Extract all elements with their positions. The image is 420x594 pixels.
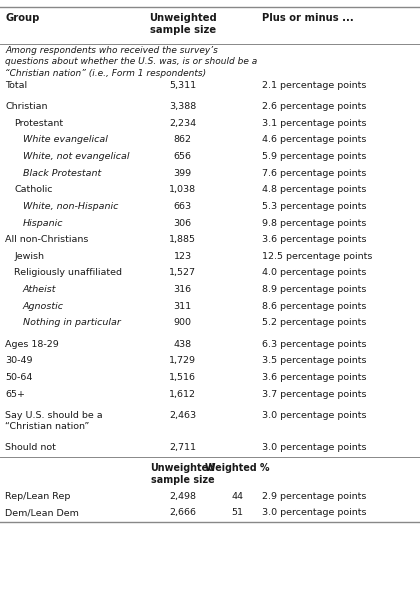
Text: 30-49: 30-49 <box>5 356 32 365</box>
Text: 2,711: 2,711 <box>169 443 196 452</box>
Text: 311: 311 <box>173 302 192 311</box>
Text: 9.8 percentage points: 9.8 percentage points <box>262 219 367 228</box>
Text: 2,234: 2,234 <box>169 119 196 128</box>
Text: 5.2 percentage points: 5.2 percentage points <box>262 318 367 327</box>
Text: White, not evangelical: White, not evangelical <box>23 152 129 161</box>
Text: 2,463: 2,463 <box>169 411 196 420</box>
Text: Group: Group <box>5 13 39 23</box>
Text: 8.9 percentage points: 8.9 percentage points <box>262 285 367 294</box>
Text: 4.6 percentage points: 4.6 percentage points <box>262 135 367 144</box>
Text: Plus or minus ...: Plus or minus ... <box>262 13 354 23</box>
Text: 1,612: 1,612 <box>169 390 196 399</box>
Text: 3.0 percentage points: 3.0 percentage points <box>262 508 367 517</box>
Text: 4.0 percentage points: 4.0 percentage points <box>262 268 367 277</box>
Text: 50-64: 50-64 <box>5 373 32 382</box>
Text: 2,666: 2,666 <box>169 508 196 517</box>
Text: 65+: 65+ <box>5 390 25 399</box>
Text: Unweighted
sample size: Unweighted sample size <box>149 13 217 35</box>
Text: 1,885: 1,885 <box>169 235 196 244</box>
Text: 6.3 percentage points: 6.3 percentage points <box>262 340 367 349</box>
Text: Black Protestant: Black Protestant <box>23 169 101 178</box>
Text: Nothing in particular: Nothing in particular <box>23 318 121 327</box>
Text: Agnostic: Agnostic <box>23 302 64 311</box>
Text: 1,516: 1,516 <box>169 373 196 382</box>
Text: 663: 663 <box>173 202 192 211</box>
Text: All non-Christians: All non-Christians <box>5 235 89 244</box>
Text: 2.1 percentage points: 2.1 percentage points <box>262 81 367 90</box>
Text: Should not: Should not <box>5 443 56 452</box>
Text: 2,498: 2,498 <box>169 492 196 501</box>
Text: Total: Total <box>5 81 27 90</box>
Text: Christian: Christian <box>5 102 47 111</box>
Text: Among respondents who received the survey’s
questions about whether the U.S. was: Among respondents who received the surve… <box>5 46 257 78</box>
Text: 44: 44 <box>231 492 243 501</box>
Text: Jewish: Jewish <box>14 252 44 261</box>
Text: Dem/Lean Dem: Dem/Lean Dem <box>5 508 79 517</box>
Text: 12.5 percentage points: 12.5 percentage points <box>262 252 373 261</box>
Text: Protestant: Protestant <box>14 119 63 128</box>
Text: Rep/Lean Rep: Rep/Lean Rep <box>5 492 71 501</box>
Text: 3.1 percentage points: 3.1 percentage points <box>262 119 367 128</box>
Text: Weighted %: Weighted % <box>205 463 270 473</box>
Text: 3.5 percentage points: 3.5 percentage points <box>262 356 367 365</box>
Text: 5.9 percentage points: 5.9 percentage points <box>262 152 367 161</box>
Text: White evangelical: White evangelical <box>23 135 108 144</box>
Text: 1,038: 1,038 <box>169 185 196 194</box>
Text: 3.6 percentage points: 3.6 percentage points <box>262 373 367 382</box>
Text: Hispanic: Hispanic <box>23 219 63 228</box>
Text: 1,729: 1,729 <box>169 356 196 365</box>
Text: 1,527: 1,527 <box>169 268 196 277</box>
Text: 3.0 percentage points: 3.0 percentage points <box>262 411 367 420</box>
Text: 862: 862 <box>174 135 192 144</box>
Text: 8.6 percentage points: 8.6 percentage points <box>262 302 367 311</box>
Text: 2.9 percentage points: 2.9 percentage points <box>262 492 367 501</box>
Text: 306: 306 <box>173 219 192 228</box>
Text: Say U.S. should be a
“Christian nation”: Say U.S. should be a “Christian nation” <box>5 411 102 431</box>
Text: Ages 18-29: Ages 18-29 <box>5 340 59 349</box>
Text: 3.6 percentage points: 3.6 percentage points <box>262 235 367 244</box>
Text: 5.3 percentage points: 5.3 percentage points <box>262 202 367 211</box>
Text: 123: 123 <box>173 252 192 261</box>
Text: Catholic: Catholic <box>14 185 53 194</box>
Text: Atheist: Atheist <box>23 285 56 294</box>
Text: 399: 399 <box>173 169 192 178</box>
Text: White, non-Hispanic: White, non-Hispanic <box>23 202 118 211</box>
Text: Unweighted
sample size: Unweighted sample size <box>150 463 215 485</box>
Text: 3.7 percentage points: 3.7 percentage points <box>262 390 367 399</box>
Text: 316: 316 <box>173 285 192 294</box>
Text: 2.6 percentage points: 2.6 percentage points <box>262 102 367 111</box>
Text: 656: 656 <box>174 152 192 161</box>
Text: 438: 438 <box>173 340 192 349</box>
Text: 7.6 percentage points: 7.6 percentage points <box>262 169 367 178</box>
Text: 3,388: 3,388 <box>169 102 196 111</box>
Text: 900: 900 <box>174 318 192 327</box>
Text: 3.0 percentage points: 3.0 percentage points <box>262 443 367 452</box>
Text: Religiously unaffiliated: Religiously unaffiliated <box>14 268 122 277</box>
Text: 51: 51 <box>231 508 243 517</box>
Text: 5,311: 5,311 <box>169 81 196 90</box>
Text: 4.8 percentage points: 4.8 percentage points <box>262 185 367 194</box>
